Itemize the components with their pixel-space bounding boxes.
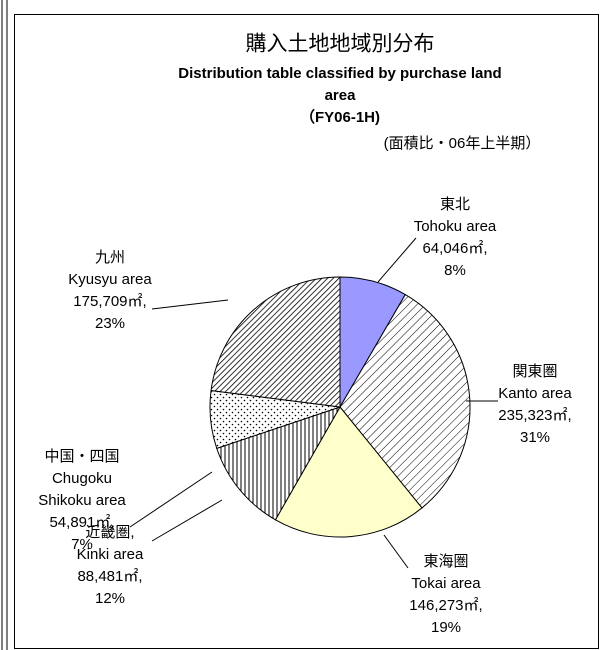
leader-line	[129, 471, 213, 528]
pie-slice	[216, 406, 342, 521]
percent-label: 7%	[71, 536, 93, 553]
leader-line	[151, 499, 223, 542]
slice-label: Tohoku area	[414, 218, 497, 235]
leader-line	[377, 237, 417, 283]
slice-label: Kinki area	[77, 546, 144, 563]
slice-label: Shikoku area	[38, 492, 126, 509]
slice-label: 近畿圏,	[85, 524, 134, 541]
value-label: 64,046㎡,	[422, 240, 487, 257]
subtitle: Distribution table classified by purchas…	[178, 65, 501, 82]
percent-label: 19%	[431, 619, 461, 636]
subtitle: （FY06-1H)	[300, 108, 380, 126]
slice-label: Tokai area	[411, 575, 481, 592]
slice-label: Chugoku	[52, 470, 112, 487]
subtitle: area	[325, 87, 357, 104]
value-label: 146,273㎡,	[409, 597, 482, 614]
value-label: 88,481㎡,	[77, 568, 142, 585]
value-label: 54,891㎡,	[49, 514, 114, 531]
percent-label: 8%	[444, 262, 466, 279]
percent-label: 23%	[95, 315, 125, 332]
value-label: 235,323㎡,	[498, 407, 571, 424]
chart-frame	[14, 14, 599, 649]
value-label: 175,709㎡,	[73, 293, 146, 310]
chart-title: 購入土地地域別分布	[246, 33, 435, 56]
slice-label: 東海圏	[423, 553, 468, 570]
slice-label: Kanto area	[498, 385, 572, 402]
pie-slice	[274, 406, 423, 538]
percent-label: 31%	[520, 429, 550, 446]
slice-label: Kyusyu area	[68, 271, 152, 288]
leader-line	[151, 299, 229, 310]
pie-slice	[339, 293, 471, 509]
slice-label: 中国・四国	[44, 448, 119, 465]
percent-label: 12%	[95, 590, 125, 607]
slice-label: 東北	[440, 196, 470, 213]
slice-label: 関東圏	[512, 363, 557, 380]
note: (面積比・06年上半期）	[384, 135, 541, 152]
slice-label: 九州	[95, 249, 125, 266]
leader-line	[383, 534, 409, 569]
pie-slice	[210, 276, 341, 408]
